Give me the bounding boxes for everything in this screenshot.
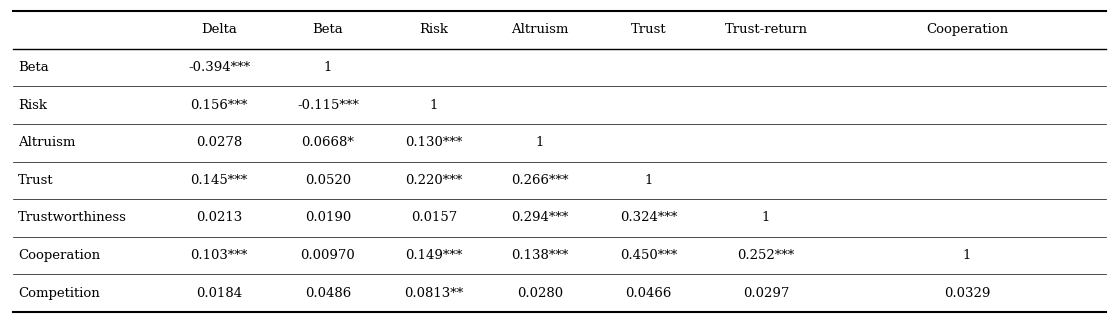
Text: 0.0297: 0.0297 (743, 287, 789, 300)
Text: Trust-return: Trust-return (724, 23, 808, 36)
Text: 0.0190: 0.0190 (304, 212, 351, 224)
Text: 1: 1 (962, 249, 971, 262)
Text: 0.156***: 0.156*** (190, 99, 247, 111)
Text: Beta: Beta (312, 23, 344, 36)
Text: 0.0280: 0.0280 (517, 287, 563, 300)
Text: 0.0813**: 0.0813** (404, 287, 463, 300)
Text: 0.0520: 0.0520 (304, 174, 351, 187)
Text: Beta: Beta (18, 61, 49, 74)
Text: Altruism: Altruism (18, 136, 75, 149)
Text: Cooperation: Cooperation (18, 249, 101, 262)
Text: Cooperation: Cooperation (925, 23, 1008, 36)
Text: 0.149***: 0.149*** (405, 249, 462, 262)
Text: 0.266***: 0.266*** (511, 174, 568, 187)
Text: 0.324***: 0.324*** (620, 212, 677, 224)
Text: 0.138***: 0.138*** (511, 249, 568, 262)
Text: 0.130***: 0.130*** (405, 136, 462, 149)
Text: 0.0184: 0.0184 (196, 287, 242, 300)
Text: 0.0213: 0.0213 (196, 212, 242, 224)
Text: Trustworthiness: Trustworthiness (18, 212, 128, 224)
Text: 0.0329: 0.0329 (943, 287, 990, 300)
Text: 0.450***: 0.450*** (620, 249, 677, 262)
Text: 0.252***: 0.252*** (737, 249, 794, 262)
Text: Risk: Risk (18, 99, 47, 111)
Text: Competition: Competition (18, 287, 100, 300)
Text: 0.220***: 0.220*** (405, 174, 462, 187)
Text: Trust: Trust (18, 174, 54, 187)
Text: Trust: Trust (631, 23, 667, 36)
Text: -0.394***: -0.394*** (188, 61, 251, 74)
Text: 0.0668*: 0.0668* (301, 136, 355, 149)
Text: 0.0466: 0.0466 (626, 287, 673, 300)
Text: Delta: Delta (201, 23, 237, 36)
Text: 0.103***: 0.103*** (190, 249, 247, 262)
Text: 0.0486: 0.0486 (304, 287, 351, 300)
Text: 1: 1 (536, 136, 544, 149)
Text: 0.00970: 0.00970 (301, 249, 355, 262)
Text: 1: 1 (645, 174, 653, 187)
Text: 0.0157: 0.0157 (411, 212, 457, 224)
Text: Risk: Risk (420, 23, 449, 36)
Text: 1: 1 (430, 99, 439, 111)
Text: 0.145***: 0.145*** (190, 174, 247, 187)
Text: 1: 1 (323, 61, 332, 74)
Text: 0.294***: 0.294*** (511, 212, 568, 224)
Text: 1: 1 (762, 212, 770, 224)
Text: 0.0278: 0.0278 (196, 136, 242, 149)
Text: Altruism: Altruism (511, 23, 568, 36)
Text: -0.115***: -0.115*** (297, 99, 359, 111)
